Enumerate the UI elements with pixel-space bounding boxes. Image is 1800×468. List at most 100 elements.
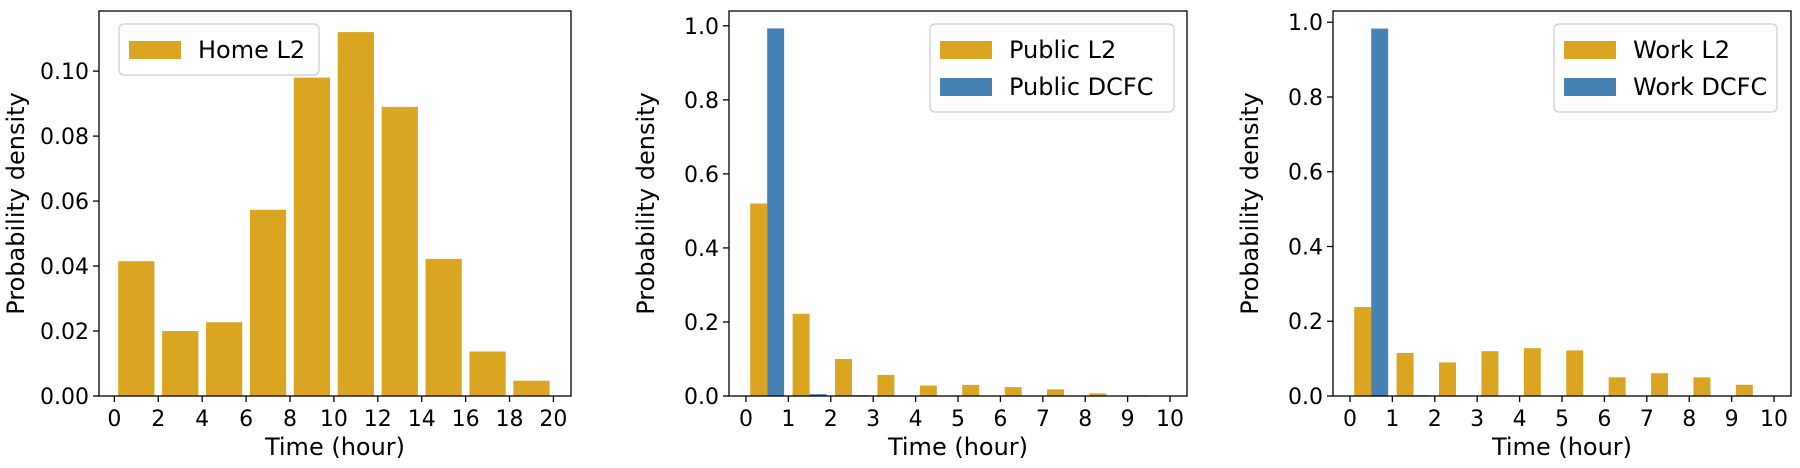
x-tick-label: 8 <box>1078 407 1092 432</box>
x-axis-label: Time (hour) <box>264 433 405 461</box>
legend-box <box>118 23 320 76</box>
y-tick-label: 0.06 <box>40 190 89 215</box>
y-tick-label: 0.6 <box>1288 161 1323 186</box>
bar <box>877 374 895 396</box>
y-tick-label: 0.2 <box>1288 310 1323 335</box>
x-tick-label: 10 <box>1156 407 1184 432</box>
x-tick-label: 12 <box>364 407 392 432</box>
x-tick-label: 4 <box>909 407 923 432</box>
bar <box>1354 307 1372 396</box>
bar <box>835 358 852 396</box>
bar <box>767 28 785 397</box>
bar <box>1481 351 1499 396</box>
axes-frame <box>98 10 572 397</box>
bar <box>1439 362 1456 396</box>
x-tick-label: 0 <box>1343 407 1357 432</box>
x-tick-label: 3 <box>1470 407 1484 432</box>
x-tick-label: 14 <box>408 407 436 432</box>
bar <box>425 258 462 396</box>
x-tick-label: 6 <box>239 407 253 432</box>
bar <box>249 209 287 396</box>
x-axis: 0 2 4 6 8 10 12 14 16 18 20 <box>107 396 567 432</box>
x-tick-label: 7 <box>1036 407 1050 432</box>
y-tick-label: 1.0 <box>684 15 719 40</box>
bar <box>1371 28 1389 396</box>
x-tick-label: 20 <box>539 407 567 432</box>
x-axis-label: Time (hour) <box>887 433 1028 461</box>
bar <box>1735 384 1753 396</box>
bar <box>919 385 937 396</box>
y-axis: 0.00 0.02 0.04 0.06 0.08 0.10 <box>40 60 99 410</box>
bar <box>809 394 827 396</box>
y-axis: 0.0 0.2 0.4 0.6 0.8 1.0 <box>684 15 729 410</box>
legend-label: Public L2 <box>1009 36 1116 64</box>
bar <box>1396 353 1414 396</box>
bar <box>513 380 550 396</box>
bar <box>118 261 155 396</box>
bar <box>1523 348 1541 396</box>
bar <box>293 77 331 396</box>
bar <box>162 331 199 396</box>
legend-swatch <box>940 78 992 96</box>
bar <box>792 313 810 396</box>
x-tick-label: 8 <box>283 407 297 432</box>
x-tick-label: 1 <box>1385 407 1399 432</box>
home-charging-chart: 0 2 4 6 8 10 12 14 16 18 20 0.00 0.02 0.04 0.06 0.08 0.1… <box>2 10 572 461</box>
legend: Work L2 Work DCFC <box>1553 23 1778 113</box>
work-charging-chart: 0 1 2 3 4 5 6 7 8 9 10 0.0 0.2 0.4 0.6 0.8 1.0 Time (hour… <box>1236 10 1792 461</box>
x-tick-label: 4 <box>1513 407 1527 432</box>
x-tick-label: 18 <box>496 407 524 432</box>
x-axis: 0 1 2 3 4 5 6 7 8 9 10 <box>739 396 1184 432</box>
legend: Public L2 Public DCFC <box>929 23 1175 113</box>
x-tick-label: 6 <box>1597 407 1611 432</box>
legend-label: Work DCFC <box>1633 73 1767 101</box>
x-tick-label: 0 <box>107 407 121 432</box>
bars <box>1354 28 1753 396</box>
x-tick-label: 2 <box>151 407 165 432</box>
y-tick-label: 0.0 <box>684 385 719 410</box>
y-tick-label: 0.08 <box>40 125 89 150</box>
y-tick-label: 0.02 <box>40 320 89 345</box>
x-tick-label: 6 <box>993 407 1007 432</box>
y-axis-label: Probability density <box>2 92 30 315</box>
y-tick-label: 1.0 <box>1288 11 1323 36</box>
legend-swatch <box>1564 78 1616 96</box>
y-tick-label: 0.4 <box>1288 235 1323 260</box>
bar <box>962 384 980 396</box>
x-tick-label: 16 <box>452 407 480 432</box>
x-tick-label: 8 <box>1682 407 1696 432</box>
y-tick-label: 0.4 <box>684 237 719 262</box>
x-tick-label: 3 <box>866 407 880 432</box>
x-tick-label: 2 <box>824 407 838 432</box>
x-axis: 0 1 2 3 4 5 6 7 8 9 10 <box>1343 396 1788 432</box>
y-tick-label: 0.8 <box>1288 86 1323 111</box>
x-tick-label: 1 <box>781 407 795 432</box>
x-tick-label: 5 <box>951 407 965 432</box>
x-tick-label: 9 <box>1121 407 1135 432</box>
x-tick-label: 2 <box>1428 407 1442 432</box>
bars <box>118 32 550 397</box>
legend-label: Public DCFC <box>1009 73 1153 101</box>
bar <box>206 322 243 396</box>
bar <box>1047 389 1065 396</box>
x-tick-label: 4 <box>195 407 209 432</box>
y-tick-label: 0.10 <box>40 60 89 85</box>
legend-label: Work L2 <box>1633 36 1730 64</box>
y-tick-label: 0.00 <box>40 385 89 410</box>
x-tick-label: 5 <box>1555 407 1569 432</box>
public-charging-chart: 0 1 2 3 4 5 6 7 8 9 10 0.0 0.2 0.4 0.6 0.8 1.0 Time (hour… <box>632 10 1188 461</box>
bar <box>1089 393 1107 396</box>
y-tick-label: 0.2 <box>684 311 719 336</box>
y-tick-label: 0.8 <box>684 89 719 114</box>
bars <box>750 28 1149 397</box>
x-tick-label: 10 <box>320 407 348 432</box>
bar <box>1693 377 1711 396</box>
bar <box>1608 377 1626 396</box>
y-tick-label: 0.6 <box>684 163 719 188</box>
legend-swatch <box>1564 41 1616 59</box>
x-tick-label: 10 <box>1760 407 1788 432</box>
bar <box>750 203 768 396</box>
x-axis-label: Time (hour) <box>1491 433 1632 461</box>
x-tick-label: 7 <box>1640 407 1654 432</box>
